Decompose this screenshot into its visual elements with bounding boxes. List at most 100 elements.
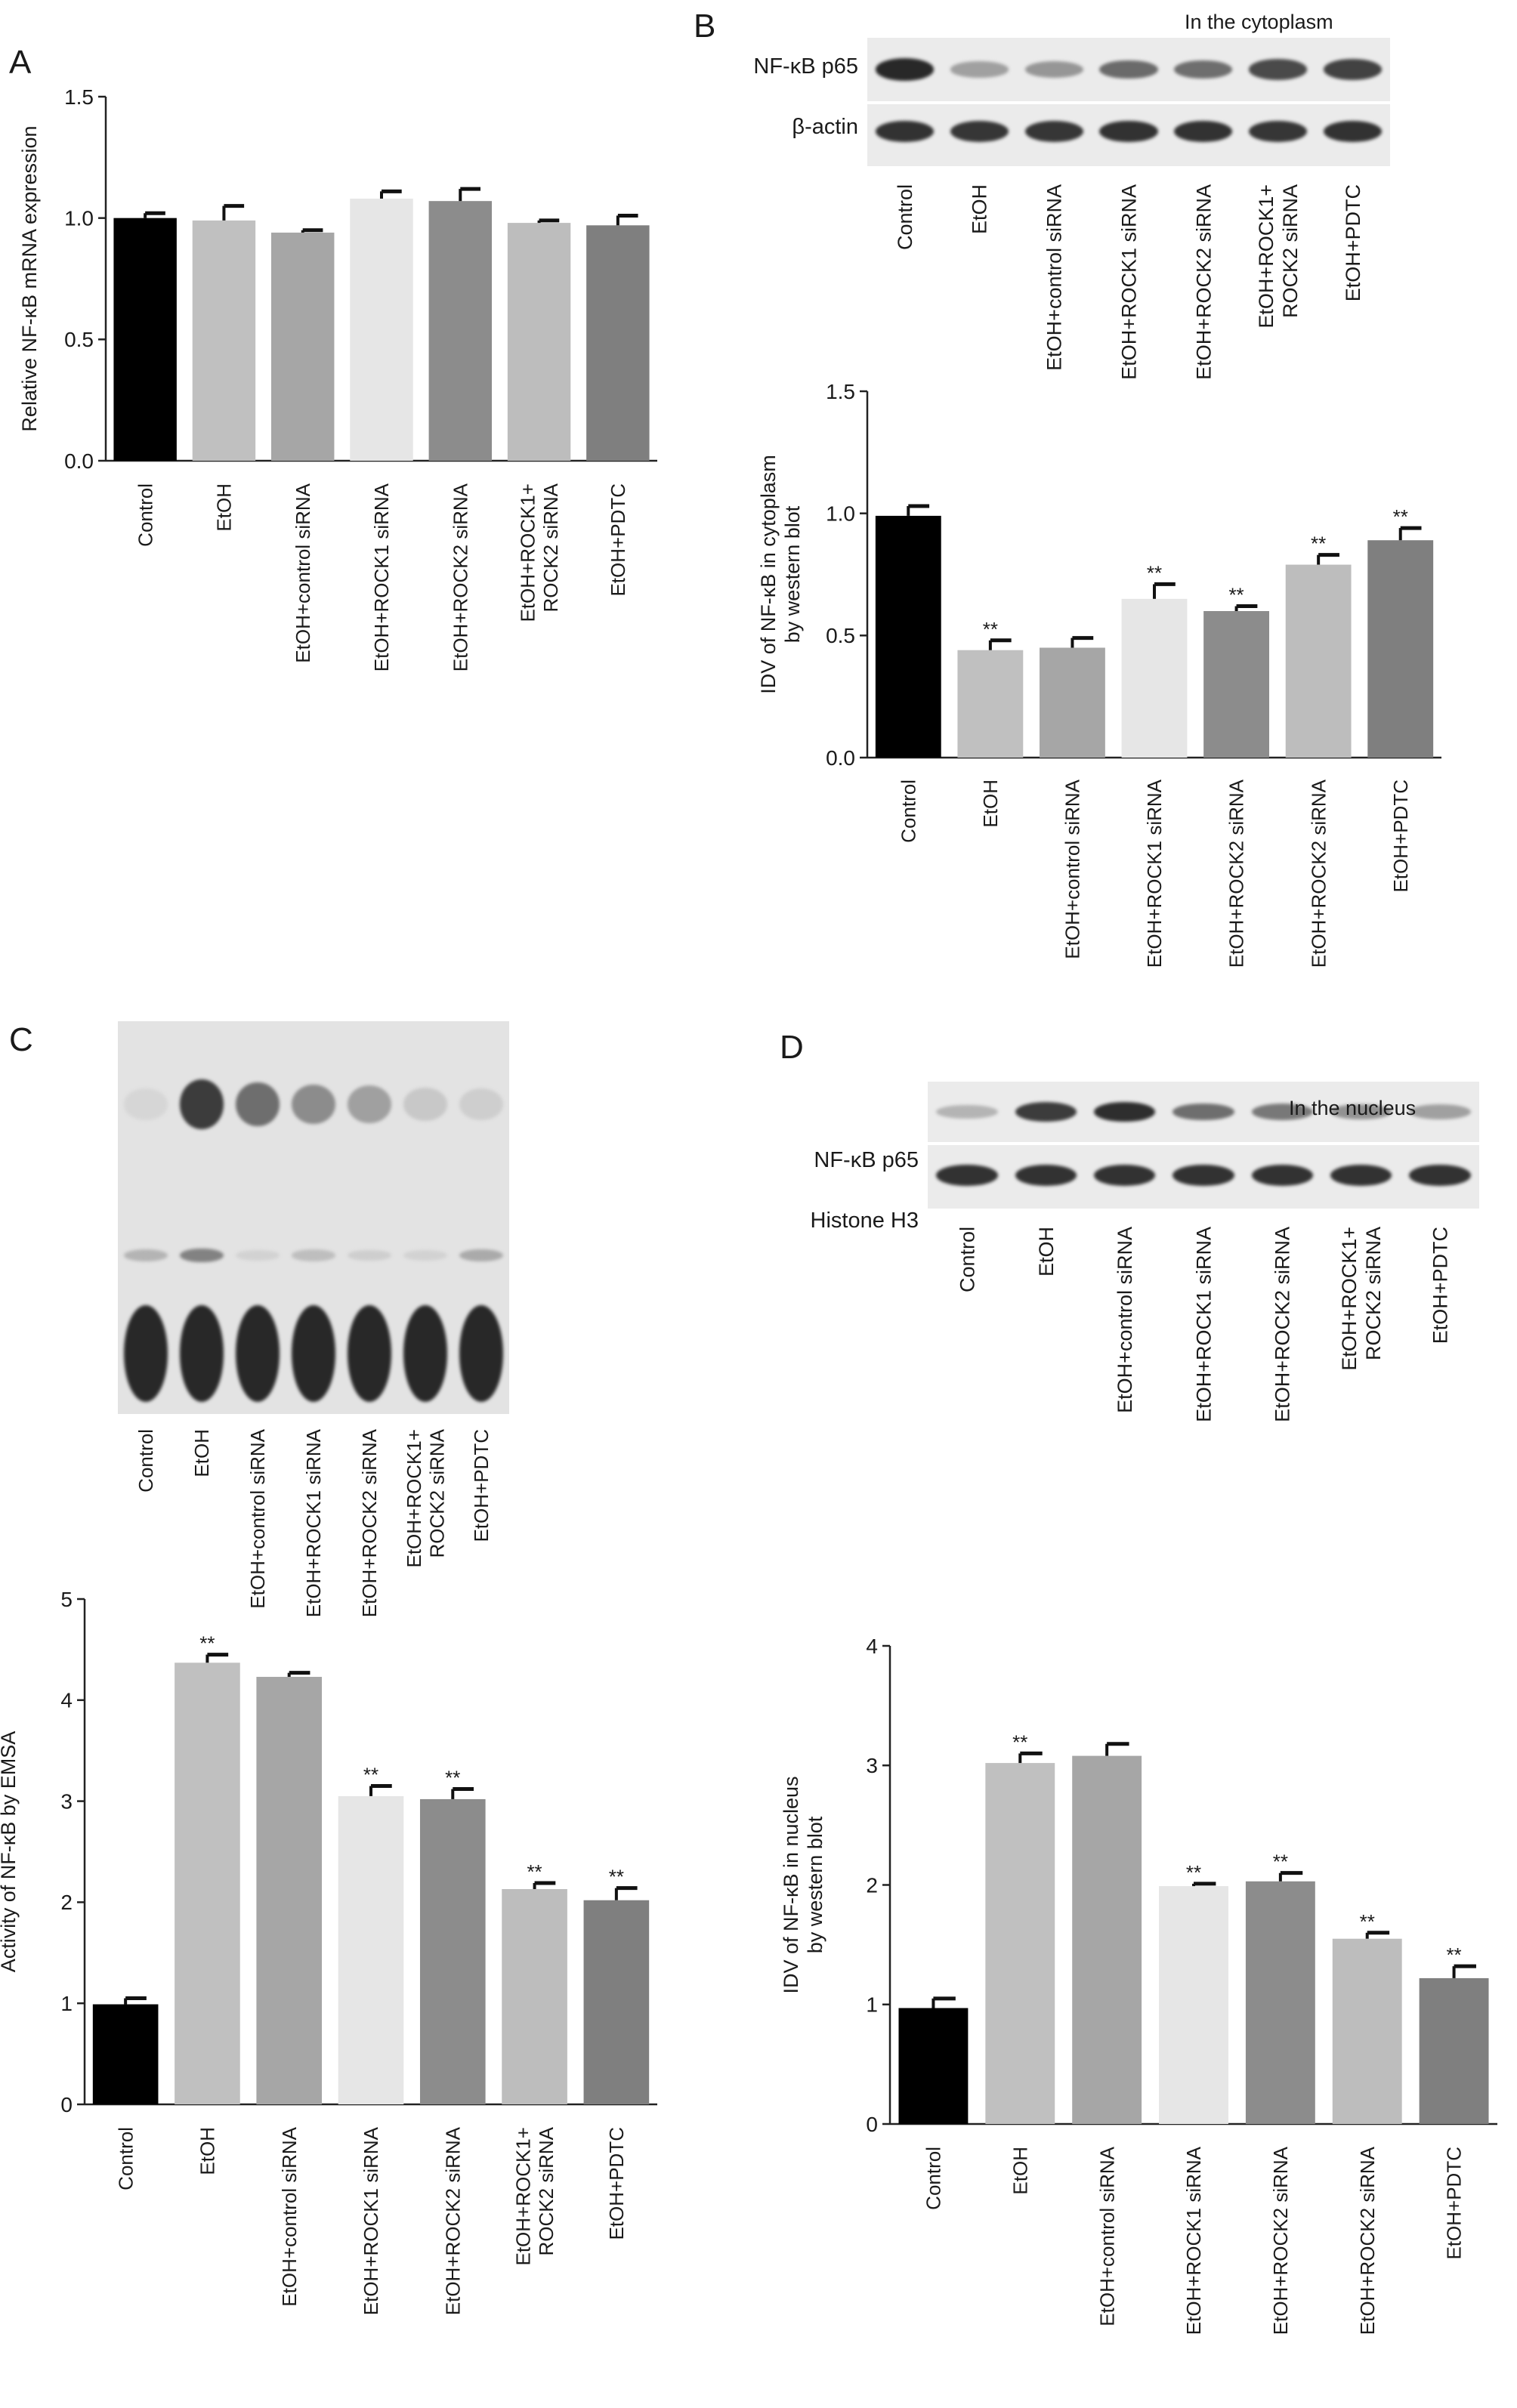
blot-band [1015, 1101, 1077, 1122]
bar [985, 1763, 1055, 2124]
x-tick-label-line: EtOH [196, 2127, 219, 2175]
lane-label-line: EtOH+ROCK1 siRNA [1117, 184, 1140, 380]
blot-band [1015, 1164, 1077, 1187]
blot-band [348, 1305, 391, 1402]
lane-label-line: ROCK2 siRNA [1279, 184, 1302, 318]
lane-label-line: Control [956, 1227, 979, 1292]
bar [92, 2004, 159, 2104]
blot-note-nucleus: In the nucleus [1289, 1097, 1417, 1119]
x-tick-label-line: EtOH [1009, 2147, 1031, 2195]
x-tick-label: EtOH [196, 2127, 219, 2175]
bar [113, 218, 177, 461]
blot-band [403, 1088, 447, 1121]
blot-note-cytoplasm: In the cytoplasm [1185, 11, 1333, 33]
lane-label-line: ROCK2 siRNA [1362, 1227, 1385, 1360]
x-tick-label-line: EtOH [213, 483, 236, 532]
y-tick-label: 1.5 [826, 380, 855, 403]
x-tick-label-line: EtOH [979, 780, 1002, 828]
blot-band [348, 1249, 391, 1261]
lane-label-line: EtOH+ROCK2 siRNA [1192, 184, 1215, 380]
blot-band [1094, 1101, 1156, 1122]
blot-band [1024, 120, 1083, 143]
y-tick-label: 3 [866, 1754, 878, 1777]
lane-label-line: EtOH+ROCK1 siRNA [1192, 1227, 1215, 1422]
blot-band [1409, 1164, 1471, 1187]
y-axis-label: IDV of NF-κB in cytoplasm by western blot [757, 455, 804, 694]
lane-label: EtOH+ROCK1+ ROCK2 siRNA [1338, 1227, 1385, 1371]
lane-label: EtOH+control siRNA [246, 1428, 269, 1608]
x-tick-label-line: EtOH+ROCK2 siRNA [441, 2126, 464, 2315]
x-tick-label-line: EtOH+ROCK2 siRNA [1225, 779, 1248, 968]
blot-band [950, 61, 1009, 78]
x-tick-label: EtOH+ROCK1 siRNA [360, 2126, 382, 2315]
lane-label-line: EtOH [1035, 1227, 1058, 1277]
x-tick-label: EtOH [979, 780, 1002, 828]
y-axis-label-line: Activity of NF-κB by EMSA [0, 1731, 20, 1973]
x-tick-label: EtOH [213, 483, 236, 532]
blot-band [1249, 120, 1308, 143]
y-tick-label: 4 [866, 1635, 878, 1658]
x-tick-label-line: Control [922, 2147, 945, 2210]
lane-label: EtOH+control siRNA [1043, 184, 1066, 371]
x-tick-label-line: EtOH+PDTC [1389, 780, 1412, 893]
y-axis-label: Activity of NF-κB by EMSA [0, 1731, 20, 1973]
lane-label-line: EtOH+control siRNA [1114, 1227, 1136, 1413]
significance-marker: ** [199, 1632, 215, 1655]
blot-band [1099, 120, 1158, 143]
lane-label-line: ROCK2 siRNA [425, 1428, 448, 1557]
lane-label: EtOH+control siRNA [1114, 1227, 1136, 1413]
x-tick-label: EtOH+ROCK1+ ROCK2 siRNA [511, 2126, 558, 2265]
x-tick-label-line: EtOH+ROCK1+ [511, 2127, 534, 2266]
x-tick-label-line: EtOH+ROCK1+ [516, 483, 539, 622]
significance-marker: ** [1393, 505, 1408, 528]
x-tick-label-line: EtOH+ROCK2 siRNA [449, 483, 471, 671]
bar [271, 232, 335, 461]
blot-band [1094, 1164, 1156, 1187]
lane-label: EtOH+ROCK1 siRNA [302, 1428, 325, 1617]
blot-band [936, 1164, 998, 1187]
x-tick-label-line: EtOH+ROCK1 siRNA [370, 483, 393, 671]
blot-band [124, 1088, 168, 1120]
lane-label: EtOH+PDTC [1429, 1227, 1451, 1344]
lane-label: Control [134, 1429, 157, 1493]
x-tick-label: EtOH+ROCK2 siRNA [1225, 779, 1248, 968]
y-tick-label: 0.5 [826, 624, 855, 647]
lane-label: Control [894, 184, 916, 250]
x-tick-label-line: EtOH+control siRNA [292, 483, 314, 662]
y-tick-label: 1.0 [64, 206, 94, 230]
lane-label-line: EtOH+ROCK2 siRNA [1271, 1227, 1294, 1422]
lane-label-line: EtOH+control siRNA [246, 1428, 269, 1608]
panel-label-b: B [694, 8, 716, 45]
y-tick-label: 0.0 [64, 449, 94, 473]
x-tick-label-line: EtOH+PDTC [605, 2127, 628, 2240]
bar [1121, 598, 1188, 758]
blot-band [180, 1305, 224, 1402]
blot-band [348, 1085, 391, 1123]
lane-label-line: EtOH+ROCK1 siRNA [302, 1428, 325, 1617]
lane-label-line: EtOH+PDTC [1342, 184, 1364, 301]
y-axis-label-line: IDV of NF-κB in nucleus [780, 1776, 802, 1993]
blot-band [236, 1249, 280, 1261]
lane-label: EtOH [969, 184, 991, 234]
bar [338, 1795, 404, 2104]
y-tick-label: 4 [60, 1689, 73, 1712]
x-tick-label-line: EtOH+PDTC [1443, 2147, 1466, 2260]
significance-marker: ** [1360, 1910, 1375, 1933]
significance-marker: ** [1446, 1943, 1461, 1966]
significance-marker: ** [983, 618, 998, 641]
blot-divider [928, 1142, 1479, 1145]
y-tick-label: 1 [866, 1993, 878, 2017]
lane-label: EtOH+ROCK1 siRNA [1117, 184, 1140, 380]
bar [507, 223, 571, 461]
bar [1072, 1755, 1142, 2124]
x-tick-label: EtOH+ROCK2 siRNA [449, 483, 471, 671]
x-tick-label-line: EtOH+PDTC [607, 483, 629, 597]
y-tick-label: 0 [60, 2093, 73, 2116]
significance-marker: ** [1273, 1851, 1288, 1873]
blot-band [292, 1305, 335, 1402]
lane-label: EtOH+PDTC [470, 1429, 493, 1542]
y-axis-label-line: by western blot [781, 505, 804, 643]
western-blot-cytoplasm [867, 38, 1390, 166]
lane-label: Control [956, 1227, 979, 1292]
